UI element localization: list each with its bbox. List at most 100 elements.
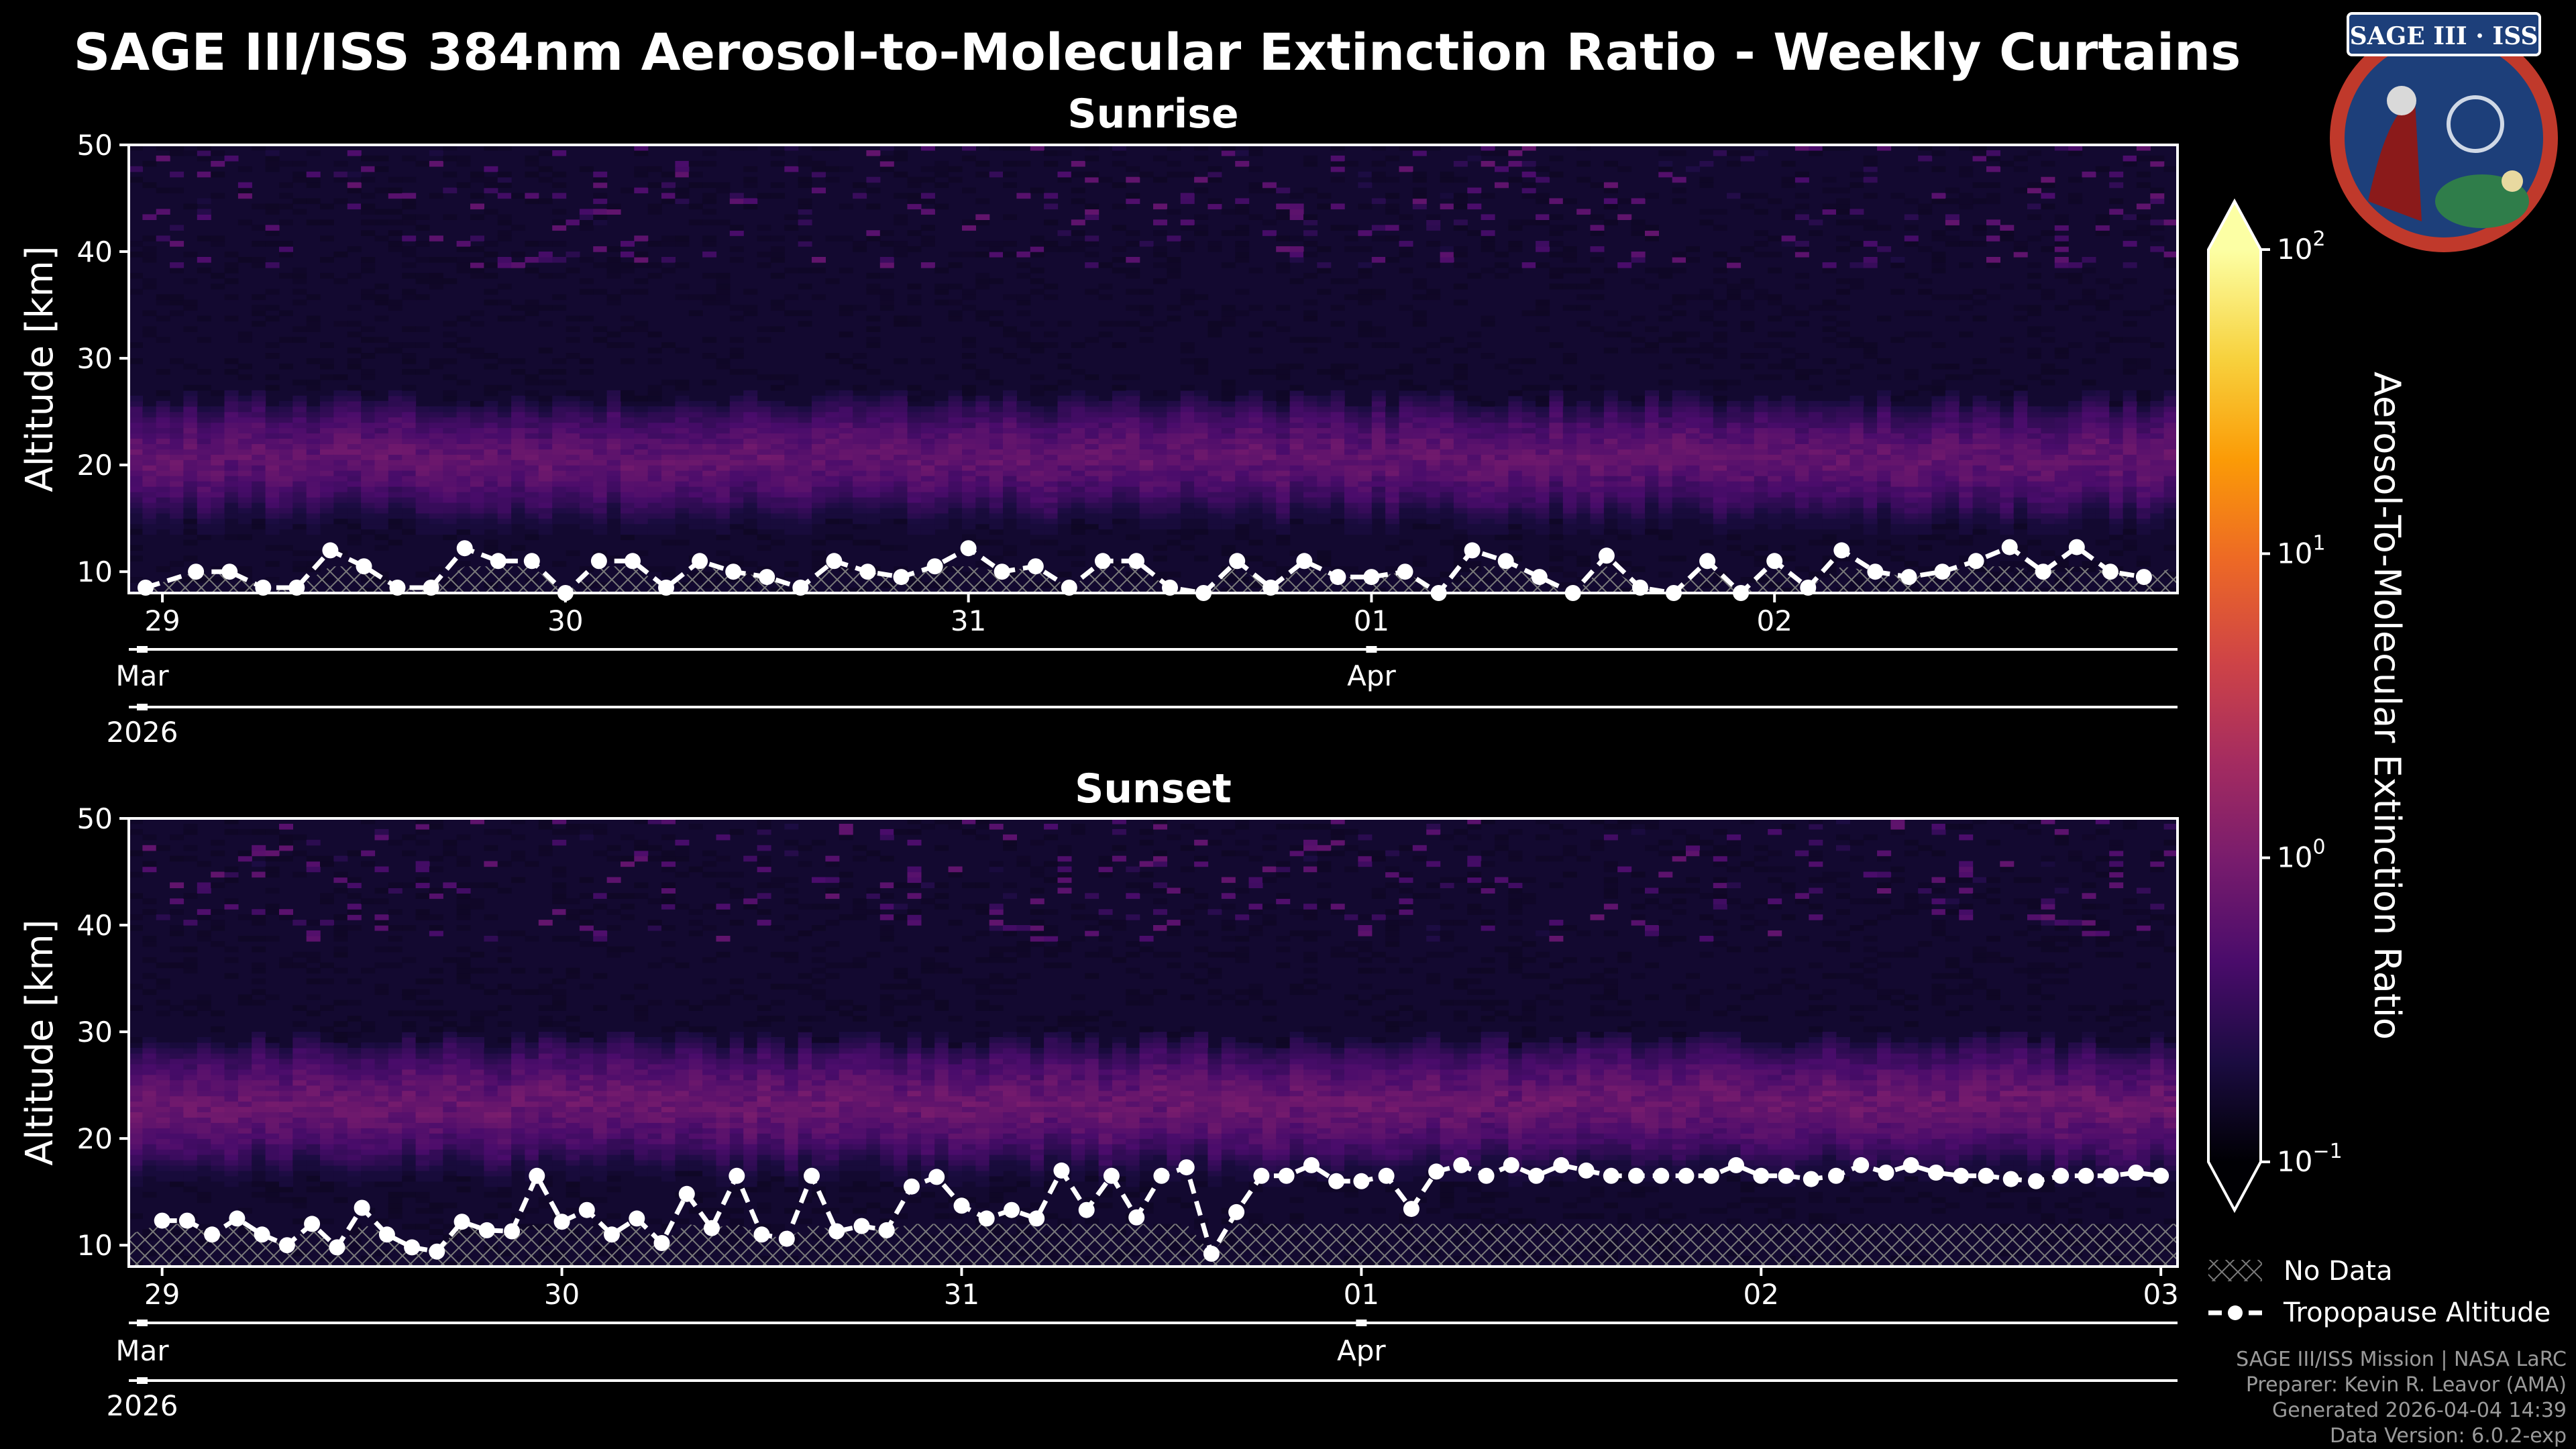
heatmap-cell: [497, 358, 512, 364]
heatmap-cell: [1794, 353, 1809, 359]
heatmap-cell: [1317, 496, 1332, 503]
heatmap-cell: [989, 438, 1004, 444]
heatmap-cell: [252, 523, 266, 530]
heatmap-cell: [388, 299, 402, 306]
heatmap-cell: [1248, 150, 1263, 156]
heatmap-cell: [1317, 561, 1332, 567]
heatmap-cell: [907, 384, 922, 391]
heatmap-cell: [1276, 454, 1291, 460]
heatmap-cell: [1330, 160, 1345, 167]
heatmap-cell: [1221, 443, 1236, 449]
heatmap-cell: [1904, 454, 1919, 460]
heatmap-cell: [1727, 422, 1741, 429]
heatmap-cell: [962, 513, 976, 519]
heatmap-cell: [237, 572, 252, 578]
heatmap-cell: [907, 198, 922, 205]
heatmap-cell: [743, 427, 758, 434]
heatmap-cell: [1440, 427, 1454, 434]
heatmap-cell: [1645, 422, 1659, 429]
heatmap-cell: [798, 283, 812, 290]
heatmap-cell: [975, 470, 990, 476]
heatmap-cell: [224, 278, 239, 284]
heatmap-cell: [1549, 518, 1564, 525]
heatmap-cell: [497, 417, 512, 423]
heatmap-cell: [374, 187, 389, 194]
heatmap-cell: [1836, 187, 1850, 194]
heatmap-cell: [1399, 443, 1413, 449]
heatmap-cell: [1658, 443, 1673, 449]
heatmap-cell: [1794, 272, 1809, 279]
heatmap-cell: [579, 486, 594, 492]
heatmap-cell: [1768, 443, 1782, 449]
heatmap-cell: [757, 460, 771, 466]
heatmap-cell: [1549, 465, 1564, 471]
heatmap-cell: [1303, 438, 1318, 444]
heatmap-cell: [812, 486, 826, 492]
heatmap-cell: [197, 449, 211, 455]
heatmap-cell: [894, 470, 908, 476]
heatmap-cell: [1085, 214, 1099, 220]
heatmap-cell: [894, 481, 908, 487]
heatmap-cell: [1426, 214, 1441, 220]
heatmap-cell: [211, 529, 225, 535]
heatmap-cell: [1562, 358, 1577, 364]
heatmap-cell: [1016, 294, 1031, 301]
heatmap-cell: [1521, 160, 1536, 167]
heatmap-cell: [825, 379, 840, 386]
heatmap-cell: [1208, 176, 1222, 183]
heatmap-cell: [879, 294, 894, 301]
heatmap-cell: [1890, 496, 1905, 503]
heatmap-cell: [1904, 476, 1919, 482]
heatmap-cell: [197, 198, 211, 205]
heatmap-cell: [402, 384, 417, 391]
heatmap-cell: [1590, 278, 1605, 284]
heatmap-cell: [1044, 203, 1059, 210]
heatmap-cell: [1645, 193, 1659, 199]
heatmap-cell: [1098, 433, 1113, 439]
heatmap-cell: [702, 465, 717, 471]
heatmap-cell: [1809, 406, 1823, 413]
heatmap-cell: [1904, 513, 1919, 519]
heatmap-cell: [1248, 486, 1263, 492]
heatmap-cell: [688, 219, 703, 225]
heatmap-cell: [1071, 171, 1085, 178]
heatmap-cell: [1453, 160, 1468, 167]
heatmap-cell: [1768, 438, 1782, 444]
heatmap-cell: [1235, 523, 1250, 530]
heatmap-cell: [647, 449, 662, 455]
heatmap-cell: [593, 182, 608, 189]
heatmap-cell: [1590, 460, 1605, 466]
heatmap-cell: [1603, 460, 1618, 466]
heatmap-cell: [292, 171, 307, 178]
heatmap-cell: [661, 518, 676, 525]
heatmap-cell: [716, 507, 731, 514]
heatmap-cell: [347, 443, 362, 449]
heatmap-cell: [812, 476, 826, 482]
heatmap-cell: [511, 262, 526, 268]
heatmap-cell: [1453, 454, 1468, 460]
heatmap-cell: [866, 465, 881, 471]
heatmap-cell: [170, 502, 184, 508]
heatmap-cell: [1781, 513, 1796, 519]
heatmap-cell: [1208, 246, 1222, 252]
heatmap-cell: [361, 337, 376, 343]
heatmap-cell: [1549, 449, 1564, 455]
heatmap-cell: [1098, 470, 1113, 476]
heatmap-cell: [1822, 305, 1837, 311]
heatmap-cell: [566, 433, 580, 439]
heatmap-cell: [1399, 460, 1413, 466]
heatmap-cell: [1890, 422, 1905, 429]
heatmap-cell: [156, 406, 170, 413]
heatmap-cell: [948, 476, 963, 482]
heatmap-cell: [934, 507, 949, 514]
heatmap-cell: [1330, 507, 1345, 514]
heatmap-cell: [1317, 460, 1332, 466]
heatmap-cell: [866, 337, 881, 343]
heatmap-cell: [1344, 364, 1358, 370]
heatmap-cell: [1016, 422, 1031, 429]
heatmap-cell: [183, 470, 198, 476]
heatmap-cell: [1126, 267, 1140, 274]
heatmap-cell: [170, 171, 184, 178]
heatmap-cell: [593, 438, 608, 444]
heatmap-cell: [798, 476, 812, 482]
